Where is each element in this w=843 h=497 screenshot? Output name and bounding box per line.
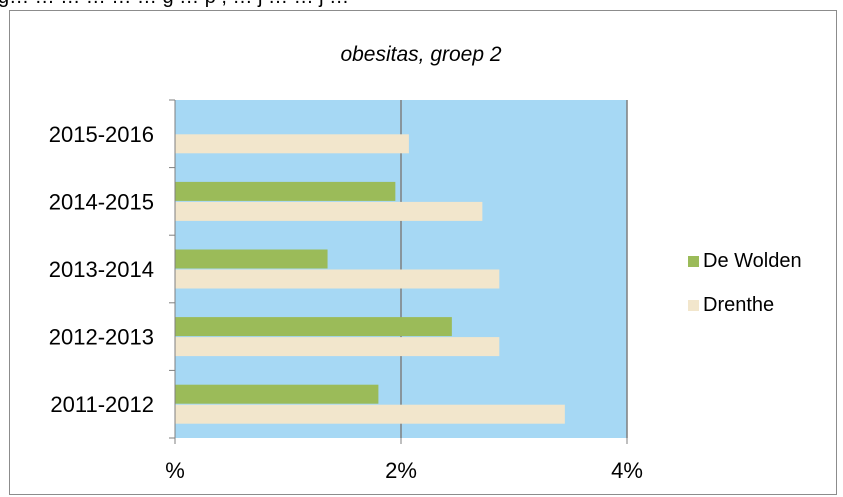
bar-drenthe-2013-2014 bbox=[175, 269, 500, 289]
bar-de-wolden-2014-2015 bbox=[175, 181, 396, 201]
legend-swatch-drenthe bbox=[688, 300, 699, 311]
y-axis-label-2014-2015: 2014-2015 bbox=[49, 189, 154, 214]
legend-swatch-de-wolden bbox=[688, 256, 699, 267]
y-axis-label-2015-2016: 2015-2016 bbox=[49, 122, 154, 147]
clipped-header-text: g… … … … … … g … p , … j … … j … bbox=[0, 0, 349, 8]
gridlines bbox=[400, 100, 628, 438]
legend-label-de-wolden: De Wolden bbox=[703, 250, 802, 272]
y-axis-labels: 2011-2012 2012-2013 2013-2014 2014-2015 2015… bbox=[49, 122, 154, 417]
x-axis-label-0: % bbox=[165, 458, 185, 483]
x-axis-label-2: 4% bbox=[611, 458, 643, 483]
bar-drenthe-2012-2013 bbox=[175, 337, 500, 357]
legend: De Wolden Drenthe bbox=[688, 250, 802, 316]
y-axis-label-2013-2014: 2013-2014 bbox=[49, 257, 154, 282]
y-axis-label-2011-2012: 2011-2012 bbox=[50, 392, 154, 417]
y-axis-ticks bbox=[169, 99, 175, 439]
x-axis-label-1: 2% bbox=[385, 458, 417, 483]
chart-title: obesitas, groep 2 bbox=[340, 43, 501, 66]
bar-de-wolden-2012-2013 bbox=[175, 317, 452, 337]
legend-label-drenthe: Drenthe bbox=[703, 294, 774, 316]
bars bbox=[175, 134, 565, 424]
bar-de-wolden-2013-2014 bbox=[175, 249, 328, 269]
y-axis-label-2012-2013: 2012-2013 bbox=[49, 325, 154, 350]
bar-drenthe-2015-2016 bbox=[175, 134, 409, 154]
x-axis-labels: % 2% 4% bbox=[165, 458, 643, 483]
bar-drenthe-2014-2015 bbox=[175, 201, 483, 221]
x-axis-ticks bbox=[174, 438, 628, 444]
bar-de-wolden-2011-2012 bbox=[175, 384, 379, 404]
bar-drenthe-2011-2012 bbox=[175, 404, 565, 424]
